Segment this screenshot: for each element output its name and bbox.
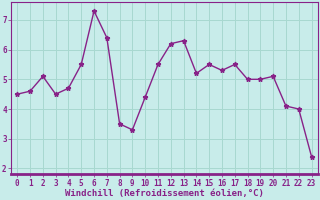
X-axis label: Windchill (Refroidissement éolien,°C): Windchill (Refroidissement éolien,°C) — [65, 189, 264, 198]
